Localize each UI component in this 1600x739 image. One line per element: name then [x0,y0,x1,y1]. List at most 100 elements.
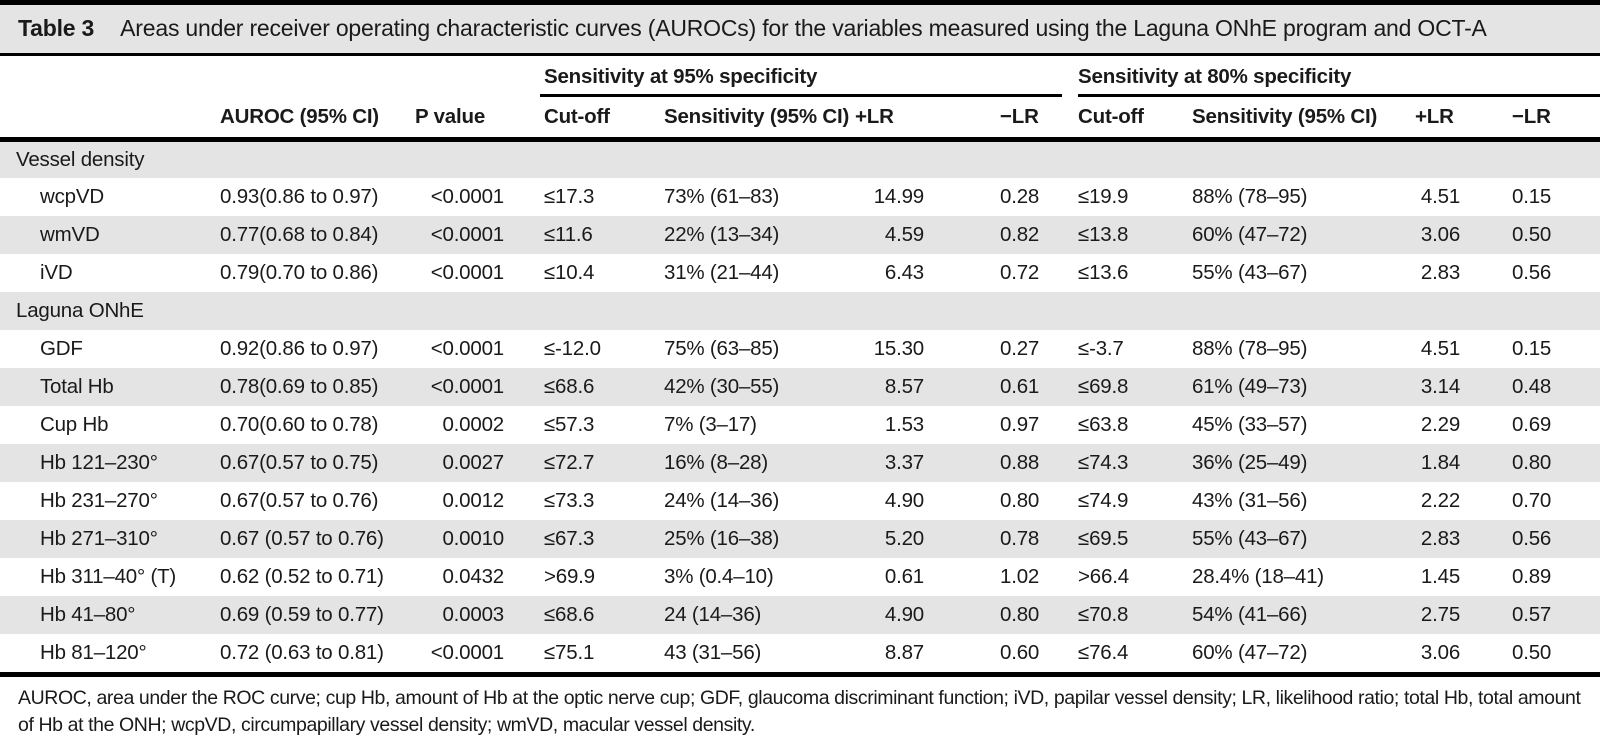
cell-p: <0.0001 [430,184,504,208]
cell-nlr95: 0.61 [930,367,1071,406]
col-header-sensitivity-80: Sensitivity (95% CI) [1188,97,1416,142]
cell-nlr80: 0.69 [1512,412,1552,436]
cell-plr80: 4.51 [1420,184,1461,208]
cell-sens95: 16% (8–28) [660,443,855,482]
cell-cutoff80: ≤69.5 [1070,519,1189,558]
table-row: Hb 81–120° 0.72 (0.63 to 0.81) <0.0001 ≤75.… [0,634,1600,672]
group-header-95-label: Sensitivity at 95% specificity [540,65,1063,97]
cell-nlr95: 0.80 [930,595,1071,634]
col-header-nlr-95: −LR [930,97,1071,142]
cell-cutoff95: ≤68.6 [540,595,660,634]
table-row: Hb 41–80° 0.69 (0.59 to 0.77) 0.0003 ≤68.6 2… [0,595,1600,634]
cell-cutoff80: >66.4 [1078,564,1129,588]
cell-sens80: 36% (25–49) [1188,443,1416,482]
table-body: Vessel density wcpVD 0.93(0.86 to 0.97) <0.… [0,139,1600,672]
cell-cutoff80: ≤76.4 [1078,640,1129,664]
cell-sens80: 60% (47–72) [1188,215,1416,254]
table-row: Hb 311–40° (T) 0.62 (0.52 to 0.71) 0.0432 >… [0,558,1600,596]
cell-cutoff95: ≤10.4 [544,260,595,284]
cell-plr80: 1.84 [1415,443,1469,482]
cell-sens80: 45% (33–57) [1192,412,1308,436]
col-header-sensitivity-95: Sensitivity (95% CI) [660,97,855,142]
cell-sens95: 25% (16–38) [660,519,855,558]
cell-nlr95: 0.78 [930,519,1071,558]
cell-p: 0.0027 [415,443,540,482]
cell-plr95: 1.53 [884,412,924,436]
cell-label: Hb 41–80° [0,595,212,634]
column-header-row: AUROC (95% CI) P value Cut-off Sensitivi… [0,97,1600,142]
cell-plr95: 4.59 [855,215,930,254]
group-header-row: Sensitivity at 95% specificity Sensitivi… [0,56,1600,97]
cell-cutoff95: ≤17.3 [544,184,595,208]
cell-nlr95: 1.02 [1000,564,1040,588]
cell-nlr80: 0.70 [1512,488,1552,512]
cell-label: Total Hb [0,367,212,406]
cell-nlr80: 0.89 [1512,564,1552,588]
col-header-pvalue: P value [415,97,540,142]
cell-auroc: 0.67(0.57 to 0.75) [212,443,415,482]
cell-cutoff80: ≤74.9 [1078,488,1129,512]
cell-nlr95: 0.82 [930,215,1071,254]
table-number: Table 3 [18,15,95,41]
cell-label: Hb 231–270° [40,488,158,512]
table-row: Hb 271–310° 0.67 (0.57 to 0.76) 0.0010 ≤67.… [0,519,1600,558]
cell-sens95: 3% (0.4–10) [664,564,774,588]
col-header-plr-95: +LR [855,97,930,142]
table-row: wcpVD 0.93(0.86 to 0.97) <0.0001 ≤17.3 73% (… [0,178,1600,216]
cell-plr95: 3.37 [855,443,930,482]
cell-plr95: 8.87 [884,640,924,664]
cell-cutoff95: ≤72.7 [540,443,660,482]
cell-auroc: 0.67 (0.57 to 0.76) [212,519,415,558]
cell-nlr95: 0.28 [1000,184,1040,208]
cell-auroc: 0.92(0.86 to 0.97) [220,336,379,360]
cell-plr80: 2.83 [1420,260,1461,284]
section-row: Laguna ONhE [0,291,1600,330]
cell-cutoff95: ≤57.3 [544,412,595,436]
cell-sens95: 22% (13–34) [660,215,855,254]
cell-p: 0.0012 [442,488,504,512]
cell-nlr95: 0.60 [1000,640,1040,664]
cell-label: Hb 311–40° (T) [40,564,177,588]
cell-sens95: 42% (30–55) [660,367,855,406]
cell-plr80: 1.45 [1420,564,1461,588]
col-header-variable [0,97,212,142]
cell-nlr80: 0.48 [1468,367,1600,406]
cell-cutoff80: ≤69.8 [1070,367,1189,406]
cell-plr95: 0.61 [884,564,924,588]
table-row: iVD 0.79(0.70 to 0.86) <0.0001 ≤10.4 31% (21… [0,254,1600,292]
cell-auroc: 0.70(0.60 to 0.78) [220,412,379,436]
auroc-table: Sensitivity at 95% specificity Sensitivi… [0,56,1600,672]
cell-plr80: 2.22 [1420,488,1461,512]
cell-plr80: 2.75 [1415,595,1469,634]
cell-auroc: 0.79(0.70 to 0.86) [220,260,379,284]
cell-label: wcpVD [40,184,104,208]
cell-plr80: 3.06 [1415,215,1469,254]
cell-nlr80: 0.56 [1468,519,1600,558]
table-footnote: AUROC, area under the ROC curve; cup Hb,… [18,686,1581,736]
section-row: Vessel density [0,139,1600,178]
table-row: Total Hb 0.78(0.69 to 0.85) <0.0001 ≤68.6 42… [0,367,1600,406]
cell-auroc: 0.72 (0.63 to 0.81) [220,640,384,664]
cell-plr95: 6.43 [884,260,924,284]
cell-plr95: 5.20 [855,519,930,558]
cell-p: 0.0003 [415,595,540,634]
cell-cutoff95: ≤-12.0 [544,336,601,360]
cell-plr95: 8.57 [855,367,930,406]
cell-sens95: 75% (63–85) [664,336,780,360]
cell-cutoff80: ≤13.6 [1078,260,1129,284]
cell-auroc: 0.62 (0.52 to 0.71) [220,564,384,588]
table-row: GDF 0.92(0.86 to 0.97) <0.0001 ≤-12.0 75% (6… [0,330,1600,368]
cell-label: wmVD [0,215,212,254]
group-header-95: Sensitivity at 95% specificity [540,56,1070,97]
cell-p: 0.0002 [442,412,504,436]
cell-sens80: 55% (43–67) [1192,260,1308,284]
cell-nlr80: 0.80 [1468,443,1600,482]
table-row: Hb 121–230° 0.67(0.57 to 0.75) 0.0027 ≤72.7… [0,443,1600,482]
section-label: Laguna ONhE [0,291,1600,330]
cell-auroc: 0.67(0.57 to 0.76) [220,488,379,512]
cell-cutoff80: ≤19.9 [1078,184,1129,208]
cell-nlr80: 0.50 [1512,640,1552,664]
cell-p: <0.0001 [430,260,504,284]
cell-plr95: 4.90 [855,595,930,634]
cell-label: iVD [40,260,73,284]
